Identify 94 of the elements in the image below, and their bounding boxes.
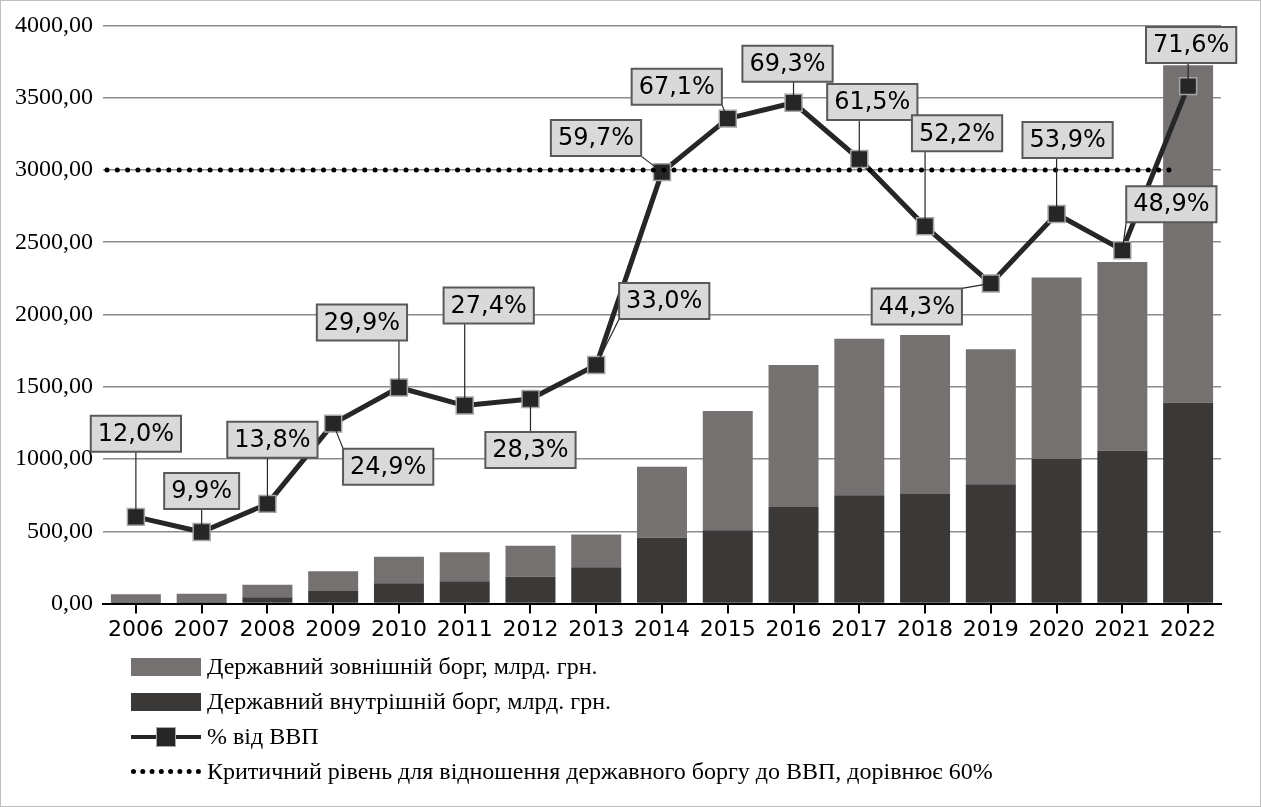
data-label: 9,9% bbox=[171, 476, 233, 505]
bar bbox=[702, 411, 753, 531]
bar bbox=[637, 537, 687, 603]
point bbox=[1113, 240, 1132, 260]
bar bbox=[1031, 277, 1082, 459]
x-tick-label: 2021 bbox=[1094, 615, 1151, 641]
bar bbox=[242, 597, 293, 603]
bar bbox=[1097, 261, 1148, 451]
legend-label: Державний зовнішній борг, млрд. грн. bbox=[207, 653, 598, 680]
x-tick-label: 2016 bbox=[765, 615, 822, 641]
x-tick-label: 2012 bbox=[502, 615, 559, 641]
bar bbox=[571, 534, 622, 568]
y-tick-label: 500,00 bbox=[27, 516, 93, 543]
bar bbox=[308, 571, 359, 591]
point bbox=[389, 378, 409, 397]
point bbox=[455, 396, 474, 415]
bar bbox=[965, 349, 1016, 485]
bar bbox=[1031, 458, 1082, 603]
bar bbox=[308, 590, 359, 603]
y-tick-label: 2500,00 bbox=[15, 227, 93, 254]
data-label: 69,3% bbox=[749, 48, 826, 77]
x-tick-label: 2008 bbox=[239, 615, 296, 641]
x-tick-label: 2017 bbox=[831, 615, 888, 641]
legend-label: % від ВВП bbox=[207, 723, 319, 750]
x-tick-label: 2011 bbox=[436, 615, 493, 641]
bar bbox=[834, 495, 885, 603]
x-tick-label: 2014 bbox=[634, 615, 690, 641]
data-label: 29,9% bbox=[323, 307, 401, 336]
data-label: 61,5% bbox=[834, 87, 911, 116]
x-tick-label: 2009 bbox=[305, 615, 362, 641]
bar bbox=[900, 494, 951, 603]
point bbox=[981, 274, 1001, 293]
bar bbox=[1097, 450, 1148, 603]
x-tick-label: 2013 bbox=[568, 615, 625, 641]
y-tick-label: 1000,00 bbox=[15, 444, 93, 471]
bar bbox=[768, 364, 819, 507]
bar bbox=[834, 338, 885, 496]
bar bbox=[373, 583, 424, 603]
x-tick-label: 2015 bbox=[699, 615, 756, 641]
data-label: 13,8% bbox=[234, 425, 311, 454]
bar bbox=[637, 466, 687, 538]
bar bbox=[439, 552, 490, 582]
bar bbox=[702, 530, 753, 603]
bar bbox=[439, 581, 490, 603]
data-label: 67,1% bbox=[638, 71, 715, 100]
data-label: 27,4% bbox=[450, 290, 527, 319]
bar bbox=[242, 584, 293, 598]
y-tick-label: 4000,00 bbox=[15, 10, 93, 37]
point bbox=[192, 522, 211, 542]
data-label: 48,9% bbox=[1133, 189, 1210, 218]
point bbox=[587, 355, 606, 375]
point bbox=[1047, 204, 1066, 224]
bar bbox=[1163, 402, 1214, 603]
y-tick-label: 2000,00 bbox=[15, 299, 93, 326]
data-label: 59,7% bbox=[557, 123, 635, 152]
point bbox=[784, 93, 803, 112]
x-tick-label: 2022 bbox=[1160, 615, 1217, 641]
data-label: 33,0% bbox=[626, 286, 703, 315]
y-tick-label: 1500,00 bbox=[15, 372, 93, 399]
x-tick-label: 2010 bbox=[370, 615, 427, 641]
y-tick-label: 3500,00 bbox=[15, 82, 93, 109]
bar bbox=[768, 506, 819, 603]
legend-label: Державний внутрішній борг, млрд. грн. bbox=[207, 688, 611, 715]
point bbox=[126, 507, 146, 527]
data-label: 53,9% bbox=[1029, 125, 1106, 154]
bar bbox=[505, 576, 556, 603]
data-label: 28,3% bbox=[492, 435, 569, 464]
point bbox=[1178, 76, 1198, 96]
bar bbox=[965, 484, 1016, 603]
bar bbox=[571, 567, 622, 603]
x-tick-label: 2006 bbox=[107, 615, 164, 641]
x-tick-label: 2018 bbox=[897, 615, 954, 641]
data-label: 44,3% bbox=[878, 291, 955, 320]
bar bbox=[110, 594, 161, 602]
bar bbox=[176, 593, 227, 602]
data-label: 24,9% bbox=[350, 451, 427, 480]
legend-label: Критичний рівень для відношення державного боргу до ВВП, дорівнює 60% bbox=[207, 758, 993, 785]
point bbox=[718, 109, 737, 128]
x-tick-label: 2020 bbox=[1028, 615, 1085, 641]
point bbox=[258, 494, 277, 514]
y-tick-label: 3000,00 bbox=[15, 155, 93, 182]
point bbox=[915, 217, 935, 236]
bar bbox=[505, 545, 556, 577]
point bbox=[850, 149, 869, 169]
data-label: 71,6% bbox=[1152, 30, 1230, 59]
point bbox=[323, 414, 343, 433]
data-label: 52,2% bbox=[918, 118, 996, 147]
x-tick-label: 2019 bbox=[962, 615, 1019, 641]
bar bbox=[900, 335, 951, 495]
y-tick-label: 0,00 bbox=[51, 588, 93, 615]
point bbox=[521, 389, 540, 409]
data-label: 12,0% bbox=[97, 419, 175, 448]
bar bbox=[373, 556, 424, 584]
x-tick-label: 2007 bbox=[173, 615, 230, 641]
